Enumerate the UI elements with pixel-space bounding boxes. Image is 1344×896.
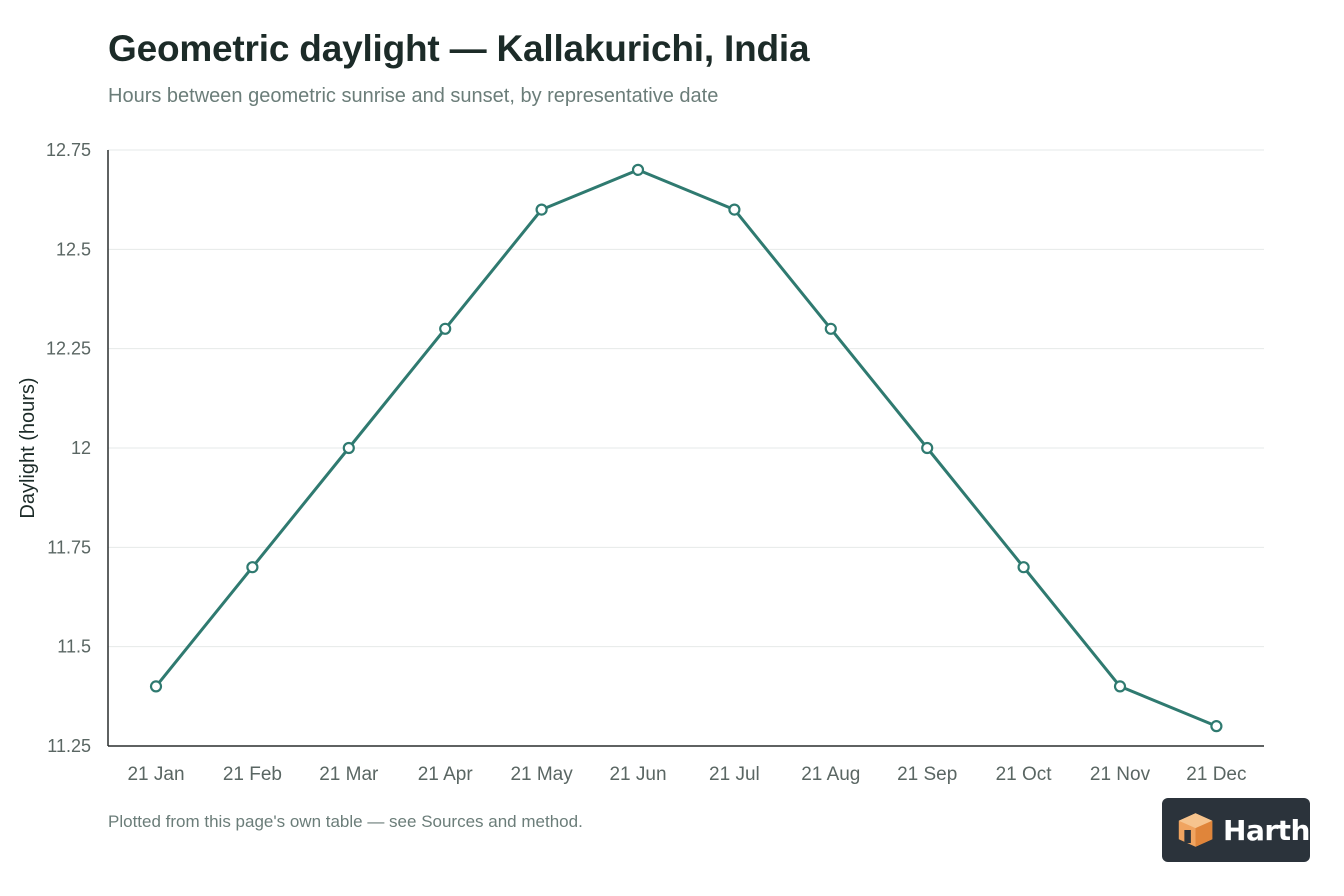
x-tick-labels: 21 Jan 21 Feb 21 Mar 21 Apr 21 May 21 Jun 21 J… <box>127 764 1246 785</box>
y-tick-label: 11.75 <box>47 537 91 557</box>
brand-name: Harth <box>1223 813 1310 847</box>
x-tick-label: 21 Nov <box>1090 764 1151 785</box>
x-tick-label: 21 Jul <box>709 764 760 785</box>
series-line <box>154 168 1218 728</box>
data-point <box>1113 680 1127 693</box>
x-tick-label: 21 May <box>510 764 573 785</box>
x-tick-label: 21 Feb <box>223 764 282 785</box>
axes <box>107 150 1264 747</box>
x-tick-label: 21 Jan <box>127 764 184 785</box>
x-tick-label: 21 Mar <box>319 764 379 785</box>
x-tick-label: 21 Sep <box>897 764 957 785</box>
chart-title: Geometric daylight — Kallakurichi, India <box>108 28 810 69</box>
harth-logo-icon <box>1178 813 1213 847</box>
data-point <box>1017 561 1030 574</box>
data-point <box>535 203 548 216</box>
data-point <box>149 680 163 693</box>
y-tick-label: 11.5 <box>57 637 91 657</box>
data-point <box>1210 720 1223 733</box>
brand-badge[interactable]: Harth <box>1162 798 1310 862</box>
y-tick-label: 12.5 <box>56 239 91 259</box>
data-point <box>728 203 741 216</box>
x-tick-label: 21 Jun <box>609 764 666 785</box>
series-daylight <box>149 163 1223 733</box>
data-point <box>342 441 355 455</box>
x-tick-label: 21 Aug <box>801 764 860 785</box>
data-point <box>824 322 837 335</box>
grid-lines <box>108 149 1264 648</box>
footnote: Plotted from this page's own table — see… <box>108 812 583 831</box>
data-point <box>246 561 259 574</box>
y-tick-label: 12 <box>71 438 91 458</box>
chart-subtitle: Hours between geometric sunrise and suns… <box>108 85 719 107</box>
y-tick-label: 12.25 <box>46 339 91 359</box>
x-tick-label: 21 Oct <box>996 764 1053 785</box>
y-tick-label: 12.75 <box>46 140 91 160</box>
y-tick-labels: 11.25 11.5 11.75 12 12.25 12.5 12.75 <box>46 140 91 756</box>
y-axis-label: Daylight (hours) <box>17 377 39 518</box>
data-point <box>921 441 934 455</box>
x-tick-label: 21 Dec <box>1186 764 1246 785</box>
y-tick-label: 11.25 <box>47 736 91 756</box>
x-tick-label: 21 Apr <box>418 764 474 785</box>
data-point <box>439 322 452 335</box>
data-point <box>631 163 645 176</box>
